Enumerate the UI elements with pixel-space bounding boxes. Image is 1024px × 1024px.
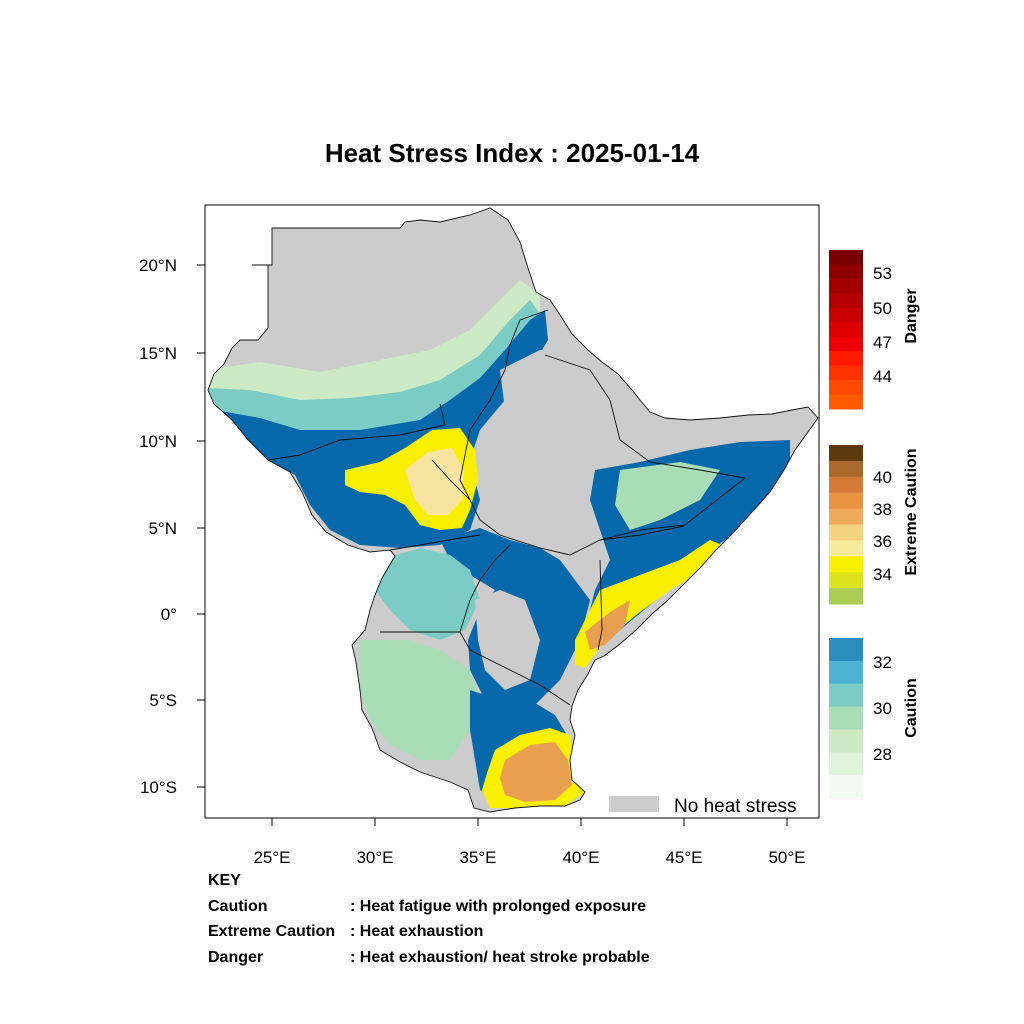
legend-swatch: [829, 556, 863, 573]
lon-tick-label: 50°E: [768, 848, 805, 867]
map-title: Heat Stress Index : 2025-01-14: [324, 138, 700, 168]
legend-swatch: [829, 445, 863, 462]
lon-tick-labels: 25°E 30°E 35°E 40°E 45°E 50°E: [253, 848, 805, 867]
lon-tick-label: 35°E: [459, 848, 496, 867]
legend-swatch: [829, 264, 863, 280]
legend-swatch: [829, 322, 863, 338]
legend-swatch: [829, 278, 863, 294]
legend-swatch: [829, 476, 863, 494]
legend-swatch: [829, 336, 863, 352]
zone-extreme-orange-coast: [585, 600, 630, 650]
legend-swatch: [829, 729, 863, 753]
legend-swatch: [829, 572, 863, 589]
key-term: Caution: [208, 897, 268, 915]
country-borders: [207, 207, 819, 813]
legend-caution-label: 30: [873, 699, 892, 718]
lat-tick-label: 20°N: [139, 256, 177, 275]
legend-danger-label: 50: [873, 299, 892, 318]
zone-extreme-coast: [575, 540, 722, 668]
legend-extreme-labels: 40 38 36 34 Extreme Caution: [873, 448, 920, 584]
legend-swatch: [829, 752, 863, 776]
key-term: Extreme Caution: [208, 923, 336, 940]
legend-swatch: [829, 540, 863, 557]
lat-tick-label: 10°S: [140, 778, 177, 797]
lat-tick-label: 15°N: [139, 344, 177, 363]
lon-tick-label: 25°E: [253, 848, 290, 867]
legend-caution-label: 32: [873, 653, 892, 672]
legend-extreme-label: 36: [873, 532, 892, 551]
key-desc: : Heat exhaustion: [350, 923, 484, 940]
legend-caution-title: Caution: [903, 678, 920, 738]
legend-swatch: [829, 638, 863, 662]
legend-swatch: [829, 508, 863, 525]
legend-swatch: [829, 250, 863, 265]
lat-tick-label: 10°N: [139, 432, 177, 451]
legend-caution-label: 28: [873, 745, 892, 764]
legend-extreme-label: 40: [873, 468, 892, 487]
legend-swatch: [829, 351, 863, 367]
legend-swatch: [829, 307, 863, 323]
legend-caution-labels: 32 30 28 Caution: [873, 653, 920, 764]
zone-pale-green-south: [360, 640, 480, 760]
legend-swatch: [829, 524, 863, 541]
legend-swatch: [829, 775, 863, 799]
key-heading: KEY: [208, 872, 241, 889]
legend-swatch: [829, 365, 863, 381]
key-row-caution: Caution : Heat fatigue with prolonged ex…: [208, 894, 646, 920]
legend-danger-label: 44: [873, 367, 892, 386]
legend-danger-label: 47: [873, 333, 892, 352]
legend-danger-title: Danger: [903, 288, 920, 343]
lat-tick-label: 5°N: [148, 519, 177, 538]
lon-tick-label: 30°E: [356, 848, 393, 867]
legend-swatch: [829, 706, 863, 730]
legend-extreme-label: 34: [873, 565, 892, 584]
axis-ticks: [197, 264, 788, 826]
zone-extreme-orange-south: [500, 742, 572, 802]
legend-extreme-label: 38: [873, 500, 892, 519]
lat-tick-labels: 20°N 15°N 10°N 5°N 0° 5°S 10°S: [139, 256, 177, 797]
legend-extreme-colorbar: [829, 445, 863, 605]
key-row-extreme: Extreme Caution : Heat exhaustion: [208, 919, 483, 945]
zone-teal-2: [375, 548, 480, 640]
lat-tick-label: 5°S: [149, 691, 177, 710]
key-term: Danger: [208, 948, 264, 966]
legend-danger-colorbar: [829, 250, 863, 410]
land-layer: [207, 207, 819, 813]
legend-swatch: [829, 492, 863, 510]
map-border: [204, 204, 820, 819]
no-stress-label: No heat stress: [674, 796, 797, 817]
zone-no-stress-highland: [495, 350, 625, 520]
legend-caution-colorbar: [829, 638, 863, 799]
no-stress-swatch: [609, 796, 659, 812]
lat-tick-label: 0°: [161, 605, 177, 624]
lon-tick-label: 45°E: [665, 848, 702, 867]
legend-swatch: [829, 683, 863, 708]
legend-swatch: [829, 293, 863, 309]
legend-swatch: [829, 660, 863, 685]
legend-swatch: [829, 380, 863, 396]
legend-danger-label: 53: [873, 264, 892, 283]
legend-extreme-title: Extreme Caution: [903, 448, 920, 575]
legend-danger-labels: 53 50 47 44 Danger: [873, 264, 920, 386]
key-row-danger: Danger : Heat exhaustion/ heat stroke pr…: [208, 945, 650, 971]
legend-swatch: [829, 588, 863, 605]
legend-swatch: [829, 460, 863, 478]
legend-swatch: [829, 394, 863, 410]
key-desc: : Heat exhaustion/ heat stroke probable: [350, 948, 650, 966]
key-desc: : Heat fatigue with prolonged exposure: [350, 897, 647, 915]
zone-no-stress-central: [475, 590, 540, 690]
lon-tick-label: 40°E: [562, 848, 599, 867]
zone-extreme-cream: [405, 448, 464, 515]
key-block: KEY Caution : Heat fatigue with prolonge…: [208, 868, 650, 971]
zone-teal-east: [615, 462, 720, 530]
